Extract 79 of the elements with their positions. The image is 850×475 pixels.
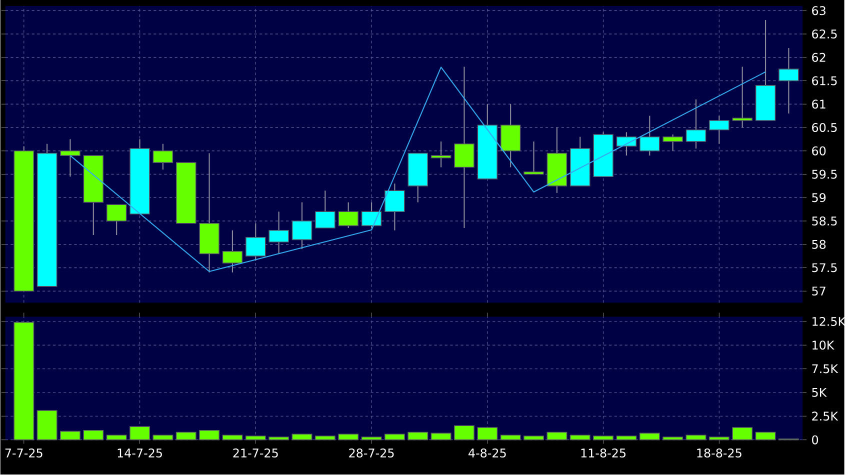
y-tick-label: 60.5 [812, 123, 837, 132]
bar [152, 434, 174, 440]
y-tick-label: 12.5K [812, 317, 846, 326]
candlestick [292, 202, 312, 250]
x-tick-label: 7-7-25 [5, 448, 42, 458]
y-tick-label: 0 [812, 436, 818, 445]
candlestick [384, 183, 405, 232]
bar [708, 436, 730, 440]
candlestick [430, 141, 452, 168]
bar [500, 434, 521, 440]
y-tick-label: 60 [812, 146, 826, 156]
candlestick [709, 115, 730, 145]
candlestick [686, 99, 706, 150]
x-tick-label: 18-8-25 [697, 448, 742, 458]
candlestick [315, 190, 336, 229]
bar [83, 430, 104, 440]
candlestick [338, 202, 358, 229]
y-tick-label: 61.5 [812, 76, 837, 86]
candlestick [268, 211, 289, 254]
y-tick-label: 2.5K [812, 412, 838, 421]
bar [292, 434, 312, 440]
candlestick [152, 144, 174, 170]
y-tick-label: 62 [812, 53, 826, 62]
candlestick [524, 141, 544, 175]
bar [60, 431, 80, 440]
y-tick-label: 57.5 [812, 264, 837, 272]
y-tick-label: 57 [812, 286, 826, 296]
candlestick [778, 48, 799, 114]
candlestick [246, 223, 266, 262]
bar [338, 434, 359, 440]
bar [662, 436, 684, 440]
y-tick-label: 59.5 [812, 170, 837, 179]
bar [570, 434, 590, 440]
y-tick-label: 10K [812, 340, 834, 350]
y-tick-label: 58 [812, 240, 826, 250]
bar [732, 427, 753, 440]
bar [546, 432, 568, 440]
candlestick [732, 66, 752, 128]
bar [639, 433, 660, 440]
bar [616, 436, 637, 440]
bar [384, 434, 405, 440]
bar [361, 436, 382, 440]
y-tick-label: 5K [812, 388, 827, 398]
y-tick-label: 63 [812, 6, 826, 16]
bar [430, 433, 452, 440]
bar [14, 322, 34, 440]
bar [199, 430, 220, 440]
bar [36, 410, 58, 440]
bar [686, 434, 706, 440]
x-tick-label: 11-8-25 [581, 448, 626, 458]
candlestick [361, 202, 382, 229]
bar [130, 426, 150, 440]
candlestick [662, 134, 683, 152]
bar [524, 436, 544, 440]
y-tick-label: 7.5K [812, 364, 838, 374]
y-tick-label: 58.5 [812, 216, 837, 226]
y-tick-label: 59 [812, 193, 826, 202]
candlestick [640, 115, 660, 156]
x-tick-label: 14-7-25 [118, 448, 162, 458]
bar [222, 434, 243, 440]
bar [176, 432, 196, 440]
bar [755, 432, 776, 440]
y-tick-label: 61 [812, 100, 826, 109]
x-tick-label: 21-7-25 [233, 448, 278, 458]
bar [268, 436, 290, 440]
bar [245, 436, 266, 440]
candlestick [222, 230, 243, 274]
bar [454, 425, 474, 440]
bar [314, 436, 336, 440]
bar [477, 427, 498, 440]
bar [593, 436, 614, 440]
candlestick [106, 204, 127, 236]
x-tick-label: 4-8-25 [468, 448, 506, 458]
candlestick [60, 138, 80, 178]
bar [408, 432, 428, 440]
y-tick-label: 62.5 [812, 30, 837, 39]
candlestick [454, 66, 474, 229]
bar [106, 434, 127, 440]
x-tick-label: 28-7-25 [349, 448, 394, 458]
